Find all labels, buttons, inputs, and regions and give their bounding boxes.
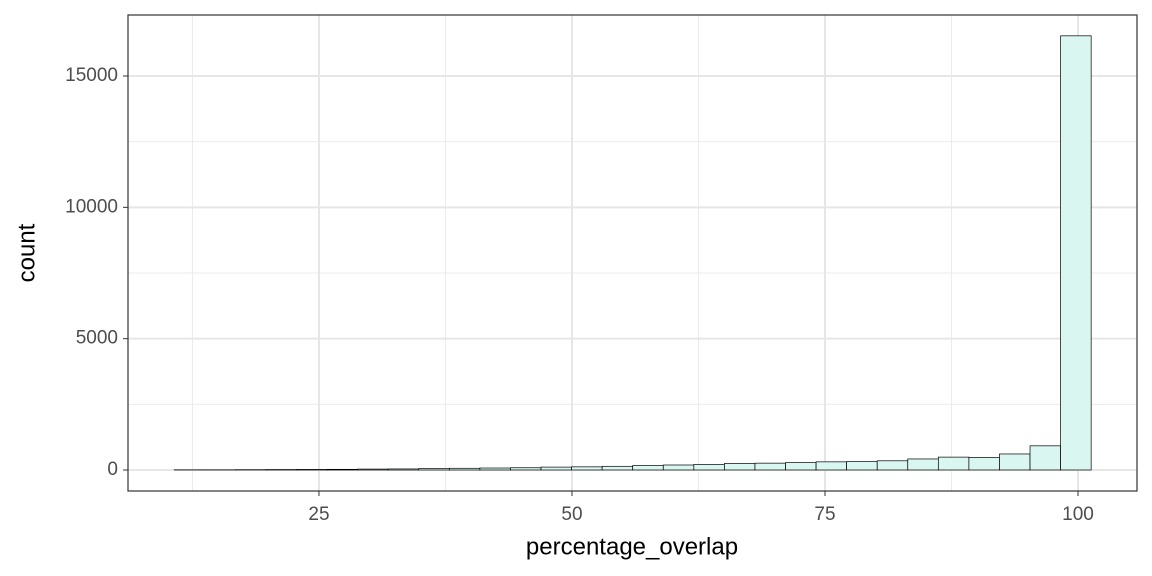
bar (601, 465, 634, 471)
y-tick-label: 15000 (65, 65, 118, 86)
bar (479, 467, 511, 471)
bar (1060, 35, 1092, 471)
bar (1029, 445, 1061, 471)
bar (448, 467, 481, 471)
bar (999, 453, 1031, 471)
bar (754, 462, 786, 471)
bar (326, 468, 358, 471)
y-axis-title: count (13, 223, 40, 282)
bar (693, 464, 725, 471)
bar (296, 469, 328, 471)
bar (785, 462, 817, 471)
x-tick-label: 50 (561, 504, 582, 525)
bar (876, 460, 909, 471)
bar (907, 458, 939, 471)
bar (357, 468, 389, 471)
x-tick-label: 100 (1062, 504, 1094, 525)
bar (846, 461, 878, 471)
bar (387, 468, 420, 471)
bar (632, 465, 664, 471)
y-tick-label: 10000 (65, 196, 118, 217)
x-tick-label: 75 (814, 504, 835, 525)
x-axis-title: percentage_overlap (526, 533, 738, 560)
bar (571, 466, 603, 471)
bar (937, 456, 970, 471)
y-tick-label: 5000 (76, 328, 118, 349)
y-tick-label: 0 (107, 459, 118, 480)
bar (540, 466, 572, 471)
bar (510, 467, 542, 471)
x-tick-label: 25 (308, 504, 329, 525)
bar (968, 457, 1000, 471)
bar (418, 468, 450, 471)
bar (724, 463, 756, 471)
bar (662, 464, 695, 471)
plot-border (127, 14, 1138, 492)
bar (815, 461, 847, 471)
